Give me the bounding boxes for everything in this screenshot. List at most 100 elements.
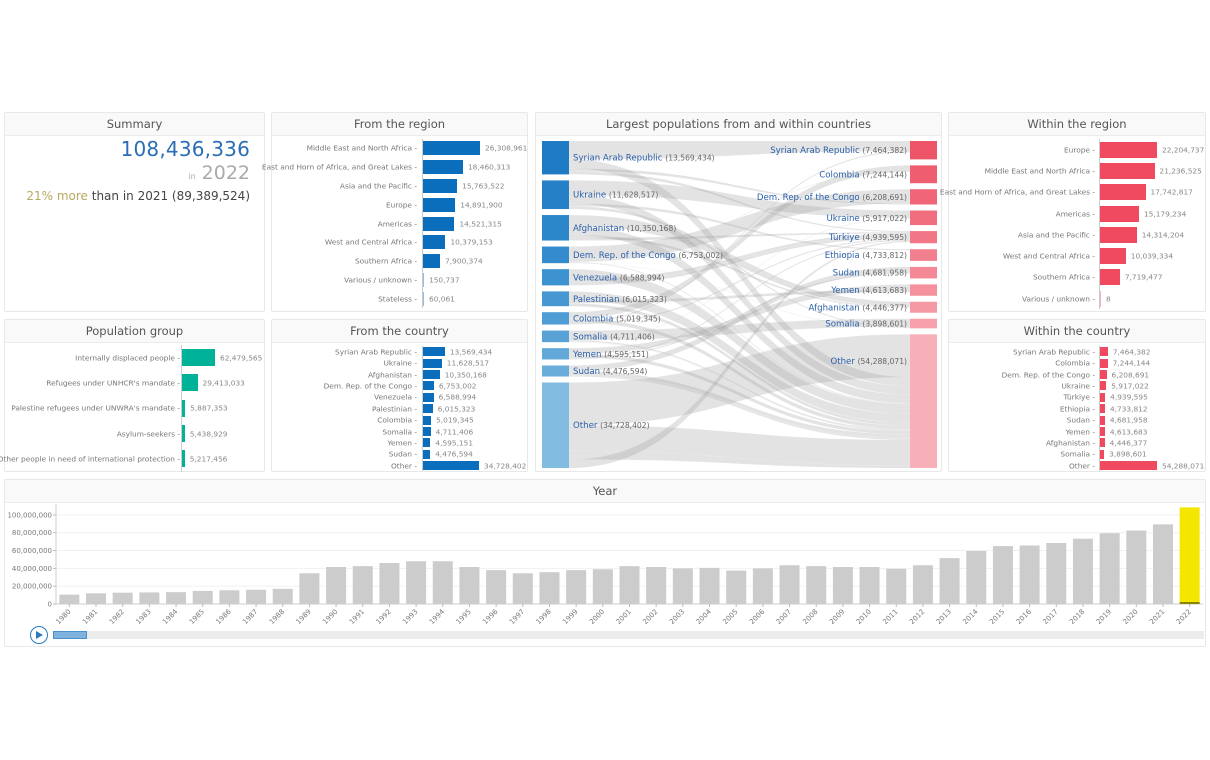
bar-row[interactable]: Colombia - 7,244,144	[949, 358, 1205, 368]
sankey-source-node[interactable]	[542, 365, 569, 377]
year-bar[interactable]	[192, 590, 213, 604]
bar[interactable]	[1100, 290, 1101, 307]
year-bar[interactable]	[726, 570, 747, 604]
bar[interactable]	[423, 216, 455, 231]
year-bar[interactable]	[112, 592, 133, 604]
bar[interactable]	[1100, 184, 1146, 201]
bar[interactable]	[182, 399, 186, 417]
sankey-target-node[interactable]	[910, 284, 937, 296]
year-bar[interactable]	[139, 592, 160, 604]
bar-row[interactable]: Refugees under UNHCR's mandate - 29,413,0…	[5, 374, 264, 392]
year-bar[interactable]	[272, 588, 293, 604]
bar-row[interactable]: Asia and the Pacific - 15,763,522	[272, 179, 527, 193]
year-bar[interactable]	[352, 566, 373, 604]
year-bar[interactable]	[992, 546, 1013, 604]
year-bar[interactable]	[966, 550, 987, 604]
bar-row[interactable]: Dem. Rep. of the Congo - 6,753,002	[272, 381, 527, 391]
bar[interactable]	[182, 374, 198, 392]
bar-row[interactable]: Middle East and North Africa - 26,308,961	[272, 141, 527, 156]
bar[interactable]	[423, 291, 424, 306]
play-button[interactable]	[30, 626, 48, 644]
sankey-target-node[interactable]	[910, 249, 937, 261]
bar[interactable]	[1100, 438, 1105, 448]
year-bar[interactable]	[1099, 533, 1120, 604]
bar[interactable]	[423, 404, 433, 414]
year-bar[interactable]	[166, 592, 187, 604]
sankey-target-node[interactable]	[910, 141, 937, 160]
bar[interactable]	[423, 273, 424, 287]
year-bar[interactable]	[832, 567, 853, 604]
bar[interactable]	[423, 235, 446, 250]
bar[interactable]	[423, 392, 434, 402]
sankey-target-node[interactable]	[910, 165, 937, 184]
bar-row[interactable]: Afghanistan - 4,446,377	[949, 438, 1205, 448]
bar-row[interactable]: Stateless - 60,061	[272, 291, 527, 306]
bar[interactable]	[1100, 427, 1105, 436]
bar-row[interactable]: Ukraine - 11,628,517	[272, 358, 527, 368]
bar[interactable]	[1100, 392, 1106, 402]
bar-row[interactable]: Yemen - 4,595,151	[272, 438, 527, 448]
year-bar[interactable]	[1019, 545, 1040, 604]
year-bar[interactable]	[299, 573, 320, 604]
sankey-links[interactable]	[568, 140, 911, 469]
bar[interactable]	[423, 438, 431, 448]
bar[interactable]	[423, 179, 458, 193]
bar-row[interactable]: Venezuela - 6,588,994	[272, 392, 527, 402]
bar[interactable]	[1100, 404, 1105, 414]
year-bar[interactable]	[912, 565, 933, 604]
bar-row[interactable]: Palestine refugees under UNWRA's mandate…	[5, 399, 264, 417]
bar[interactable]	[423, 160, 463, 175]
sankey-source-node[interactable]	[542, 180, 569, 210]
year-bar[interactable]	[859, 567, 880, 604]
year-bar[interactable]	[59, 594, 80, 604]
year-bar[interactable]	[86, 593, 107, 604]
bar-row[interactable]: Colombia - 5,019,345	[272, 415, 527, 425]
bar-row[interactable]: East and Horn of Africa, and Great Lakes…	[940, 184, 1205, 201]
bar-row[interactable]: Palestinian - 6,015,323	[272, 404, 527, 414]
year-bar[interactable]	[592, 569, 613, 604]
bar-row[interactable]: West and Central Africa - 10,379,153	[272, 235, 527, 250]
bar-row[interactable]: Other - 34,728,402	[272, 461, 527, 471]
bar[interactable]	[1100, 461, 1157, 471]
bar[interactable]	[182, 425, 185, 443]
sankey-source-node[interactable]	[542, 141, 569, 175]
sankey-target-node[interactable]	[910, 266, 937, 279]
bar-row[interactable]: Türkiye - 4,939,595	[949, 392, 1205, 402]
year-bar[interactable]	[512, 573, 533, 604]
year-bar[interactable]	[806, 566, 827, 604]
sankey-source-node[interactable]	[542, 348, 569, 360]
bar[interactable]	[423, 370, 440, 379]
sankey-target-node[interactable]	[910, 301, 937, 313]
year-bar[interactable]	[459, 567, 480, 604]
year-bar[interactable]	[432, 561, 453, 604]
bar-row[interactable]: Europe - 14,891,900	[272, 197, 527, 212]
bar-row[interactable]: Various / unknown - 8	[949, 290, 1205, 307]
bar-row[interactable]: East and Horn of Africa, and Great Lakes…	[262, 160, 527, 175]
year-bar[interactable]	[1179, 507, 1200, 604]
bar-row[interactable]: Europe - 22,204,737	[949, 141, 1205, 158]
year-bar[interactable]	[1152, 524, 1173, 604]
bar[interactable]	[423, 449, 431, 459]
bar-row[interactable]: Afghanistan - 10,350,168	[272, 370, 527, 379]
bar-row[interactable]: Other people in need of international pr…	[0, 450, 264, 468]
bar-row[interactable]: Southern Africa - 7,900,374	[272, 254, 527, 269]
bar-row[interactable]: Syrian Arab Republic - 7,464,382	[949, 347, 1205, 357]
bar-row[interactable]: Americas - 15,179,234	[949, 205, 1205, 222]
bar[interactable]	[423, 415, 432, 425]
year-bar[interactable]	[406, 561, 427, 604]
bar[interactable]	[423, 461, 479, 471]
bar[interactable]	[423, 254, 441, 269]
year-bar[interactable]	[619, 566, 640, 604]
bar-row[interactable]: Other - 54,288,071	[949, 461, 1205, 471]
bar-row[interactable]: Dem. Rep. of the Congo - 6,208,691	[949, 370, 1205, 379]
year-bar[interactable]	[699, 567, 720, 604]
year-bar[interactable]	[939, 558, 960, 604]
bar-row[interactable]: Syrian Arab Republic - 13,569,434	[272, 347, 527, 357]
bar-row[interactable]: Various / unknown - 150,737	[272, 273, 527, 287]
bar[interactable]	[1100, 415, 1105, 425]
bar-row[interactable]: West and Central Africa - 10,039,334	[949, 248, 1205, 265]
year-bar[interactable]	[886, 568, 907, 604]
bar[interactable]	[1100, 205, 1139, 222]
bar[interactable]	[1100, 449, 1105, 459]
year-bar[interactable]	[566, 570, 587, 604]
